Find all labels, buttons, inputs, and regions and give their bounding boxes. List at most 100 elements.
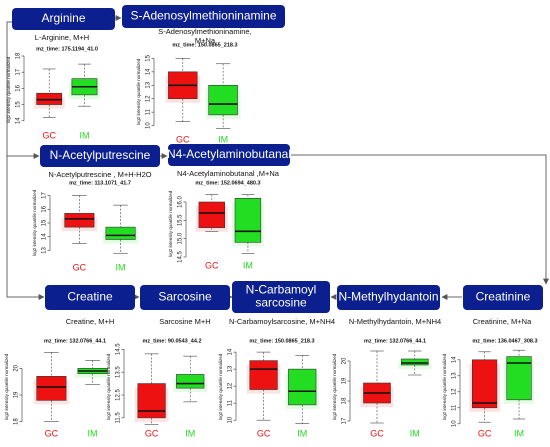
y-tick-label: 13 [146, 81, 152, 88]
node-box [45, 285, 135, 310]
y-tick-label: 16 [16, 84, 22, 91]
y-tick-label: 17 [42, 192, 48, 199]
mz-label: mz_time: 150.0865_218.3 [172, 42, 237, 48]
y-tick-label: 19 [14, 391, 20, 398]
mz-label: mz_time: 136.0467_308.3 [472, 338, 537, 344]
group-label: IM [297, 428, 307, 438]
y-tick-label: 15 [146, 54, 152, 61]
node-box [140, 285, 230, 310]
node-label: N-Carbamoyl [246, 283, 317, 297]
node-sublabel: M+Na [195, 36, 216, 45]
node-box [168, 144, 290, 166]
group-label: GC [45, 428, 59, 438]
mz-label: mz_time: 175.1194_41.0 [36, 46, 98, 52]
y-axis-label: log2 intensity quantile normalized [4, 353, 9, 420]
mz-label: mz_time: 90.0543_44.2 [142, 338, 201, 344]
group-label: IM [243, 260, 253, 270]
mz-label: mz_time: 132.0766_44.1 [44, 338, 106, 344]
group-label: IM [88, 428, 98, 438]
y-tick-label: 17 [16, 68, 22, 75]
box [36, 92, 63, 105]
node-box [463, 285, 543, 310]
group-label: GC [145, 428, 159, 438]
node-label: Creatinine [476, 290, 531, 304]
y-tick-label: 20 [14, 364, 20, 371]
group-label: IM [116, 262, 126, 272]
group-label: GC [205, 260, 219, 270]
y-tick-label: 18 [14, 418, 20, 425]
y-tick-label: 10 [228, 416, 234, 423]
y-tick-label: 18 [342, 397, 348, 404]
y-tick-label: 12 [228, 382, 234, 389]
group-label: GC [176, 134, 190, 144]
y-tick-label: 13.5 [116, 366, 122, 378]
node-sublabel: Creatine, M+H [66, 317, 115, 326]
y-tick-label: 13 [452, 372, 458, 379]
arrow [6, 21, 45, 300]
box [234, 198, 262, 243]
y-tick-label: 20 [342, 357, 348, 364]
y-tick-label: 14.5 [178, 251, 184, 263]
y-tick-label: 13 [42, 247, 48, 254]
y-axis-label: log2 intensity quantile normalized [32, 189, 37, 256]
node-label: Creatine [67, 290, 113, 304]
y-tick-label: 10 [146, 122, 152, 129]
box [64, 213, 95, 228]
y-tick-label: 10 [452, 420, 458, 427]
box [471, 359, 498, 409]
y-axis-label: log2 intensity quantile normalized [442, 353, 447, 420]
node-box [122, 5, 285, 28]
box [208, 84, 238, 116]
connectors [6, 15, 549, 300]
node-sublabel: N4-Acetylaminobutanal ,M+Na [177, 169, 280, 178]
group-label: GC [42, 130, 56, 140]
y-tick-label: 11 [452, 404, 458, 411]
group-label: IM [410, 428, 420, 438]
box [506, 356, 532, 401]
node-label: S-Adenosylmethioninamine [130, 9, 276, 23]
y-tick-label: 14 [452, 356, 458, 363]
y-axis-label: log2 intensity quantile normalized [136, 58, 141, 125]
node-box [232, 281, 330, 313]
y-tick-label: 18 [16, 52, 22, 59]
box [105, 226, 136, 240]
box [288, 368, 317, 406]
box [198, 201, 225, 228]
node-label: N4-Acetylaminobutanal [167, 147, 291, 161]
y-tick-label: 11.5 [116, 412, 122, 424]
mz-label: mz_time: 113.1071_41.7 [69, 180, 131, 186]
node-label: Sarcosine [158, 290, 212, 304]
y-tick-label: 16 [42, 205, 48, 212]
mz-label: mz_time: 152.0694_480.3 [195, 180, 260, 186]
node-sublabel: N-Methylhydantoin, M+NH4 [349, 317, 441, 326]
y-axis-label: log2 intensity quantile normalized [168, 190, 173, 257]
y-tick-label: 17 [342, 417, 348, 424]
y-tick-label: 12 [452, 388, 458, 395]
group-label: IM [218, 134, 228, 144]
y-tick-label: 15 [16, 101, 22, 108]
box [400, 358, 429, 366]
arrow [291, 154, 549, 285]
node-sublabel: N-Carbamoylsarcosine, M+NH4 [229, 317, 335, 326]
y-tick-label: 14 [146, 68, 152, 75]
node-label: Arginine [41, 11, 85, 25]
y-tick-label: 14.5 [116, 343, 122, 355]
node-box [40, 145, 160, 167]
y-tick-label: 16.0 [178, 196, 184, 208]
box [249, 360, 278, 390]
node-sublabel: Creatinine, M+Na [473, 317, 532, 326]
y-tick-label: 13 [228, 365, 234, 372]
node-label: N-Acetylputrescine [50, 148, 151, 162]
box [176, 374, 205, 389]
y-tick-label: 14 [228, 348, 234, 355]
group-label: IM [79, 130, 89, 140]
group-label: GC [478, 428, 492, 438]
y-tick-label: 12 [146, 95, 152, 102]
node-sublabel: S-Adenosylmethioninamine, [158, 27, 251, 36]
y-tick-label: 12.5 [116, 389, 122, 401]
y-axis-label: log2 intensity quantile normalized [6, 56, 11, 123]
node-label: sarcosine [255, 296, 307, 310]
node-sublabel: L-Arginine, M+H [35, 33, 89, 42]
y-tick-label: 19 [342, 377, 348, 384]
group-label: IM [185, 428, 195, 438]
